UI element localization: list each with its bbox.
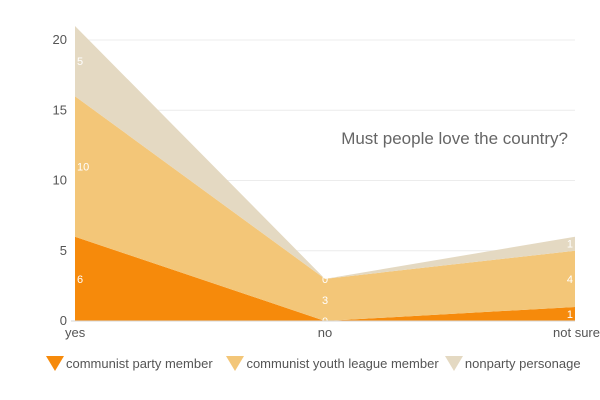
y-tick-label: 20	[53, 32, 67, 47]
stacked-areas	[75, 25, 575, 321]
x-tick-label: not sure	[553, 325, 600, 340]
legend-marker-icon	[226, 356, 245, 371]
data-label: 5	[77, 56, 83, 68]
area-series-nonparty-personage[interactable]	[75, 25, 575, 279]
area-series-communist-youth-league-member[interactable]	[75, 96, 575, 321]
legend-marker-icon	[46, 356, 64, 371]
data-label: 10	[77, 161, 89, 173]
area-series-communist-party-member[interactable]	[75, 236, 575, 321]
data-label: 1	[567, 309, 573, 321]
x-axis: yes no not sure	[65, 320, 600, 340]
legend-item-communist-youth-league-member[interactable]: communist youth league member	[226, 354, 440, 376]
legend-label: communist party member	[66, 356, 213, 371]
legend-marker-icon	[444, 356, 463, 371]
x-tick-label: yes	[65, 325, 86, 340]
legend-label: communist youth league member	[246, 356, 439, 371]
legend-label: nonparty personage	[464, 356, 581, 371]
legend-item-nonparty-personage[interactable]: nonparty personage	[444, 354, 595, 376]
y-axis: 0 5 10 15 20	[53, 32, 67, 328]
y-tick-label: 15	[53, 102, 67, 117]
data-labels: 6 0 1 10 3 4 5 0 1	[77, 56, 573, 328]
y-tick-label: 0	[60, 313, 67, 328]
chart-title: Must people love the country?	[341, 129, 568, 148]
data-label: 6	[77, 274, 83, 286]
legend: communist party member communist youth l…	[46, 354, 600, 376]
data-label: 0	[322, 316, 328, 328]
data-label: 0	[322, 274, 328, 286]
legend-item-communist-party-member[interactable]: communist party member	[46, 354, 222, 376]
y-tick-label: 5	[60, 243, 67, 258]
y-tick-label: 10	[53, 173, 67, 188]
data-label: 4	[567, 274, 573, 286]
data-label: 1	[567, 239, 573, 251]
data-label: 3	[322, 295, 328, 307]
x-tick-label: no	[318, 325, 332, 340]
